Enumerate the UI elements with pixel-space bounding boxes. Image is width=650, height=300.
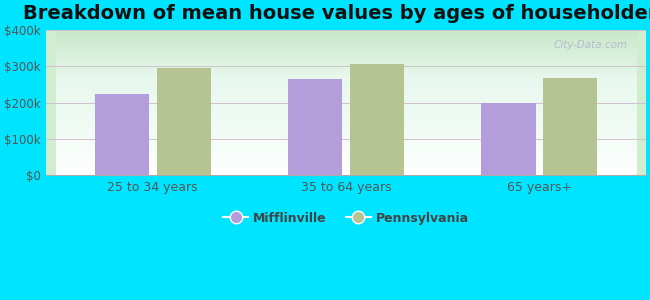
Bar	[350, 64, 404, 175]
Bar	[95, 94, 149, 175]
Bar	[543, 78, 597, 175]
Bar	[288, 79, 342, 175]
Bar	[482, 103, 536, 175]
Bar	[157, 68, 211, 175]
Text: City-Data.com: City-Data.com	[554, 40, 628, 50]
Title: Breakdown of mean house values by ages of householders: Breakdown of mean house values by ages o…	[23, 4, 650, 23]
Legend: Mifflinville, Pennsylvania: Mifflinville, Pennsylvania	[218, 207, 474, 230]
